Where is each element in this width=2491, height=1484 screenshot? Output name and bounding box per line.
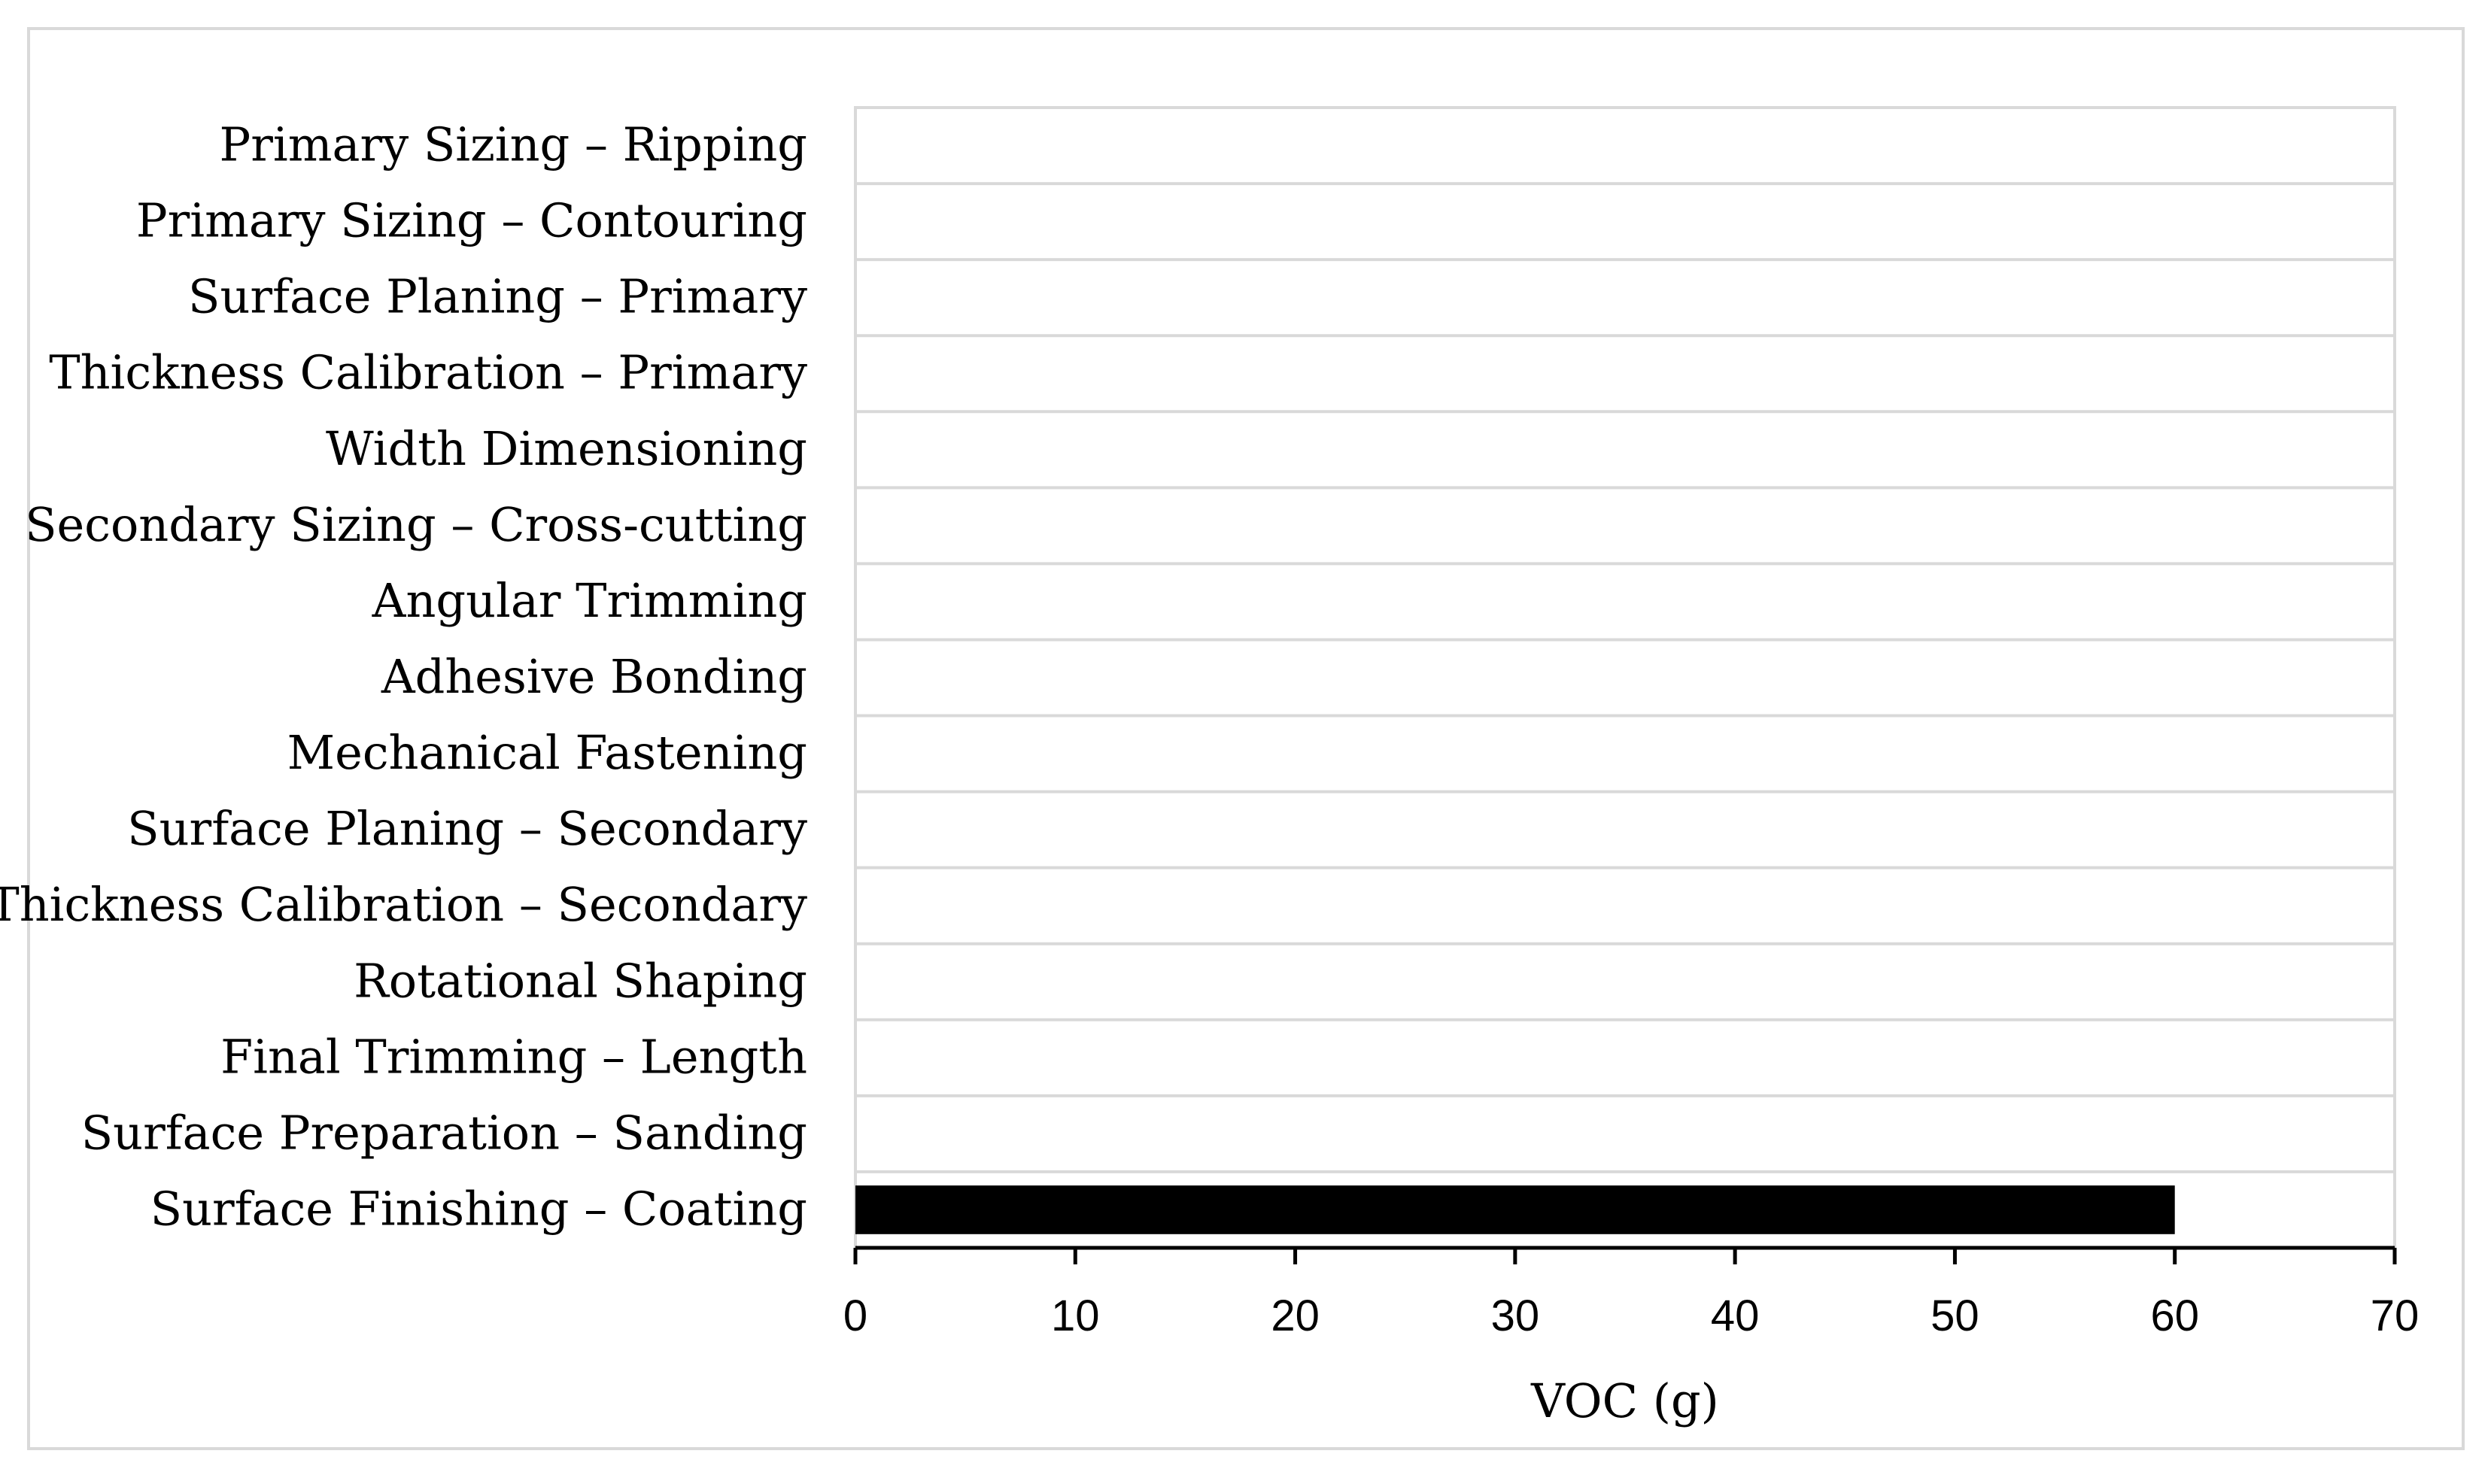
grid-layer [854, 106, 2396, 1249]
category-label: Primary Sizing – Ripping [220, 117, 807, 172]
x-tick-label: 20 [1271, 1291, 1320, 1340]
category-label: Angular Trimming [372, 573, 807, 628]
x-tick-label: 10 [1051, 1291, 1100, 1340]
x-tick-label: 40 [1711, 1291, 1760, 1340]
bar [855, 1185, 2175, 1234]
category-label: Thickness Calibration – Primary [49, 345, 807, 400]
x-axis: 0 10 20 30 40 50 60 70 [843, 1246, 2420, 1340]
category-label: Rotational Shaping [354, 953, 807, 1008]
x-tick-label: 50 [1931, 1291, 1979, 1340]
x-tick-label: 30 [1491, 1291, 1540, 1340]
category-label: Surface Planing – Secondary [127, 801, 807, 856]
category-label: Thickness Calibration – Secondary [0, 877, 807, 932]
x-tick-label: 0 [843, 1291, 867, 1340]
category-label: Secondary Sizing – Cross-cutting [25, 497, 807, 552]
category-label: Surface Preparation – Sanding [81, 1105, 807, 1160]
bar-layer [855, 1185, 2175, 1234]
x-tick-label: 70 [2371, 1291, 2420, 1340]
category-label: Surface Finishing – Coating [150, 1181, 807, 1236]
category-label: Width Dimensioning [326, 421, 807, 476]
category-label: Mechanical Fastening [287, 725, 807, 780]
category-label: Final Trimming – Length [220, 1029, 807, 1084]
x-tick-label: 60 [2150, 1291, 2199, 1340]
plot-area-border [854, 106, 2396, 1249]
category-label: Primary Sizing – Contouring [136, 193, 807, 248]
x-axis-title: VOC (g) [1530, 1373, 1719, 1428]
category-labels: Primary Sizing – Ripping Primary Sizing –… [0, 117, 807, 1237]
category-label: Surface Planing – Primary [188, 269, 807, 324]
category-label: Adhesive Bonding [381, 649, 807, 704]
